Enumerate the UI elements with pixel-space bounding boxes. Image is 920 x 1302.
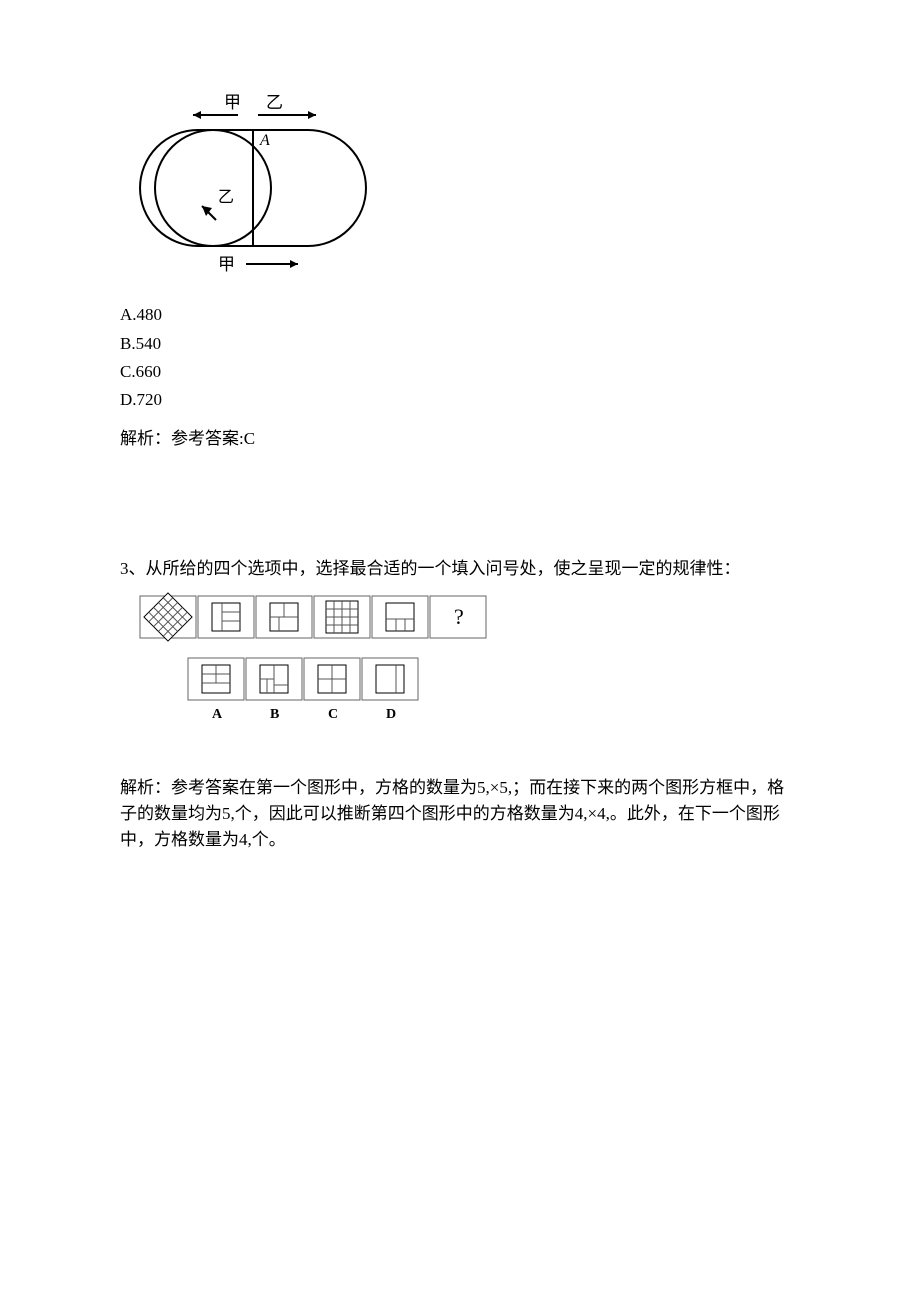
page: 甲 乙 A 乙 甲 A.480 B. <box>0 0 920 1302</box>
arrow-head-tl <box>193 111 201 119</box>
bottom-arrow-head <box>290 260 298 268</box>
point-a-label: A <box>259 132 270 149</box>
q3-figure: ? <box>130 588 800 756</box>
q2-options: A.480 B.540 C.660 D.720 <box>120 302 800 413</box>
track-right-arc <box>308 130 366 246</box>
q3-stem: 3、从所给的四个选项中，选择最合适的一个填入问号处，使之呈现一定的规律性： <box>120 556 800 582</box>
bottom-jia-label: 甲 <box>218 255 235 274</box>
track-svg: 甲 乙 A 乙 甲 <box>138 90 388 290</box>
r2c4-frame <box>362 658 418 700</box>
label-b: B <box>270 707 279 722</box>
option-d: D.720 <box>120 387 800 413</box>
r1c5-frame <box>372 596 428 638</box>
pattern-svg: ? <box>130 588 510 748</box>
label-d: D <box>386 707 396 722</box>
q2-top-right-label: 乙 <box>266 93 283 112</box>
label-c: C <box>328 707 338 722</box>
label-a: A <box>212 707 223 722</box>
option-a: A.480 <box>120 302 800 328</box>
option-b: B.540 <box>120 331 800 357</box>
q3-explain: 解析：参考答案在第一个图形中，方格的数量为5,×5,；而在接下来的两个图形方框中… <box>120 775 800 854</box>
arrow-head-tr <box>308 111 316 119</box>
question-mark: ? <box>454 604 464 629</box>
track-left-arc <box>140 130 198 246</box>
option-c: C.660 <box>120 359 800 385</box>
r1c2-frame <box>198 596 254 638</box>
q2-figure: 甲 乙 A 乙 甲 <box>138 90 800 298</box>
q2-top-left-label: 甲 <box>224 93 241 112</box>
row1: ? <box>140 593 486 641</box>
q2-answer: 解析：参考答案:C <box>120 426 800 452</box>
row2: A B C D <box>188 658 418 722</box>
spacer <box>120 469 800 539</box>
inner-yi-label: 乙 <box>218 189 234 206</box>
